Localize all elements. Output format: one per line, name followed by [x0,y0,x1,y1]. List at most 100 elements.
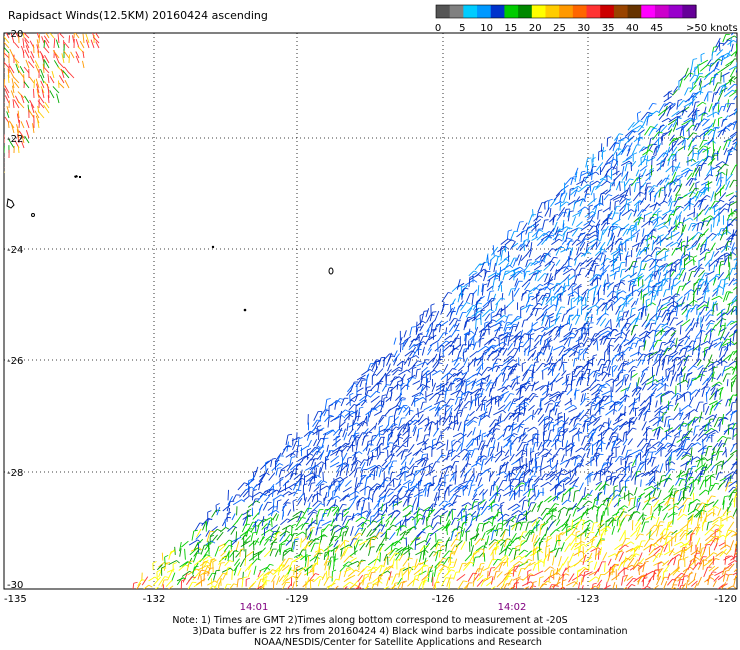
wind-barb [461,288,464,300]
wind-barb [549,284,559,291]
wind-barb [735,163,737,167]
wind-barb [735,395,737,402]
wind-barb [628,261,634,271]
wind-barb [445,327,448,336]
wind-barb [728,396,733,407]
wind-barb [587,197,597,206]
wind-barb-flag [587,251,592,255]
wind-barb [637,269,642,277]
wind-barb [676,233,684,242]
wind-barb [621,209,632,217]
wind-barb-flag [402,444,407,448]
wind-barb-flag [358,451,363,455]
wind-barb [524,282,531,291]
wind-barb-flag [660,446,666,449]
wind-barb [534,385,544,391]
wind-barb-flag [583,180,588,184]
wind-barb-flag [376,359,381,361]
wind-barb [613,436,618,447]
wind-barb [729,76,733,85]
wind-barb-flag [521,385,526,388]
wind-barb [553,193,561,201]
wind-barb-flag [675,247,680,250]
wind-barb [690,317,695,326]
wind-barb-flag [505,336,510,338]
wind-barb-flag [330,414,335,417]
wind-barb [681,138,686,146]
wind-barb [520,231,523,243]
wind-barb [652,217,659,226]
wind-barb [553,332,561,341]
wind-barb [686,211,696,217]
wind-barb-flag [607,136,612,139]
wind-barb [352,416,358,425]
wind-barb-flag [581,447,586,451]
wind-barb-flag [670,269,675,272]
wind-barb [400,457,407,465]
wind-barb-flag [714,200,720,202]
wind-barb-flag [653,285,658,288]
wind-barb [280,464,290,471]
wind-barb-flag [652,302,656,306]
wind-barb [464,392,469,402]
wind-barb [724,322,726,331]
wind-barb [367,448,371,456]
wind-barb [511,424,514,436]
legend-swatch [613,5,629,18]
wind-barb [699,272,706,283]
wind-barb [632,229,641,237]
wind-barb-flag [575,389,580,392]
wind-barb [684,327,693,338]
wind-barb [611,357,614,366]
wind-barb [652,222,659,231]
wind-barb [447,368,453,376]
wind-barb [626,148,631,157]
wind-barb [398,369,408,376]
wind-barb-flag [598,209,603,212]
wind-barb-flag [636,289,640,293]
wind-barb-flag [716,360,721,364]
wind-barb [523,271,527,280]
wind-barb-flag [709,314,714,316]
wind-barb-flag [412,366,417,369]
wind-barb [725,60,734,67]
wind-barb [630,371,633,381]
wind-barb [330,415,340,423]
wind-barb [400,384,402,396]
wind-barb [525,259,529,268]
wind-barb-flag [531,364,536,366]
wind-barb [661,313,668,323]
wind-barb [720,55,724,66]
wind-barb [521,434,528,442]
wind-barb [412,424,417,433]
wind-barb [627,336,637,346]
wind-barb [482,299,492,308]
wind-barb-flag [396,445,401,448]
wind-barb [678,183,683,191]
wind-barb [614,172,622,181]
wind-barb [400,373,406,382]
wind-barb [712,413,718,423]
wind-barb [555,393,561,402]
wind-barb [370,382,379,391]
wind-barb [516,385,523,396]
wind-barb [274,452,282,462]
wind-barb [691,418,696,426]
wind-barb-flag [371,407,376,409]
wind-barb [728,360,736,366]
wind-barb-flag [466,302,471,304]
wind-barb-flag [618,425,623,428]
wind-barb [518,405,528,412]
wind-barb [536,436,539,447]
wind-barb-flag [619,372,624,374]
wind-barb [475,308,479,317]
wind-barb [539,331,546,342]
wind-barb-flag [602,150,607,153]
wind-barb [475,473,480,483]
wind-barb [562,423,565,433]
wind-barb [706,167,712,177]
wind-barb-flag [580,463,584,467]
wind-barb-flag [704,457,708,461]
wind-barb [713,417,720,428]
wind-barb-flag [722,443,727,445]
